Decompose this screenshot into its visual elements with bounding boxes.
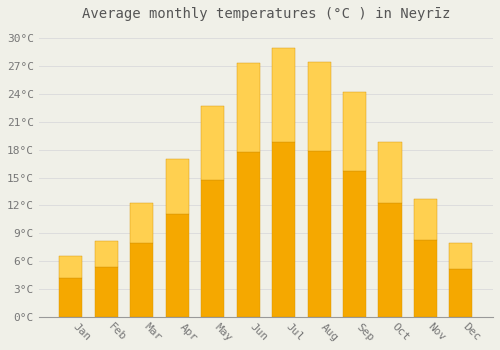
Bar [236, 152, 260, 317]
Bar [201, 106, 224, 180]
Bar [201, 180, 224, 317]
Bar [130, 203, 154, 243]
Bar [378, 142, 402, 203]
Bar [236, 63, 260, 152]
Bar [308, 151, 330, 317]
Bar [130, 243, 154, 317]
Bar [450, 243, 472, 268]
Bar [166, 214, 189, 317]
Bar [308, 62, 330, 151]
Bar [343, 92, 366, 171]
Bar [272, 48, 295, 142]
Title: Average monthly temperatures (°C ) in Neyrīz: Average monthly temperatures (°C ) in Ne… [82, 7, 450, 21]
Bar [450, 268, 472, 317]
Bar [60, 278, 82, 317]
Bar [414, 240, 437, 317]
Bar [95, 241, 118, 267]
Bar [414, 199, 437, 240]
Bar [343, 171, 366, 317]
Bar [272, 142, 295, 317]
Bar [166, 159, 189, 214]
Bar [378, 203, 402, 317]
Bar [95, 267, 118, 317]
Bar [60, 257, 82, 278]
